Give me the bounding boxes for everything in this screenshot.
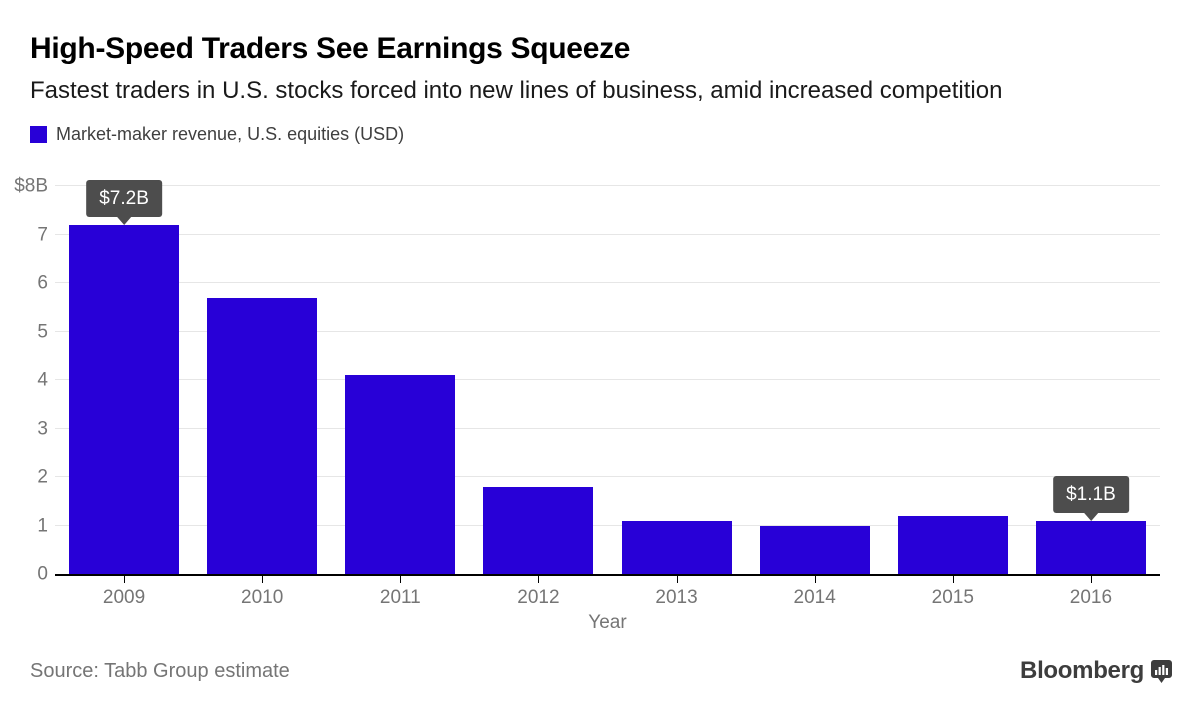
chart-subtitle: Fastest traders in U.S. stocks forced in… — [30, 77, 1003, 104]
bar-2011 — [345, 375, 456, 574]
bar-slot: 2010 — [193, 186, 331, 608]
y-tick-label: 6 — [37, 272, 48, 294]
x-axis-tick — [676, 576, 678, 583]
x-axis-tick — [1090, 576, 1092, 583]
bar-slot: 2013 — [608, 186, 746, 608]
x-axis-tick — [400, 576, 402, 583]
y-tick-label: 3 — [37, 418, 48, 439]
legend-label: Market-maker revenue, U.S. equities (USD… — [56, 124, 405, 144]
bar-2012 — [483, 486, 594, 574]
bars-row: $7.2B 2009 2010 2011 2012 2013 2014 2015 $1.1B 20… — [55, 179, 1160, 608]
value-callout: $1.1B — [1053, 475, 1129, 521]
gridline — [55, 282, 1160, 283]
bloomberg-chart-bubble-icon — [1151, 659, 1172, 683]
plot-area: $7.2B 2009 2010 2011 2012 2013 2014 2015 $1.1B 20… — [55, 179, 1160, 608]
x-axis-tick — [952, 576, 954, 583]
bloomberg-wordmark: Bloomberg — [1020, 657, 1144, 684]
gridline — [55, 524, 1160, 526]
bar-slot: $7.2B 2009 — [55, 179, 193, 608]
bar-slot: $1.1B 2016 — [1022, 186, 1160, 608]
bar-2016: $1.1B — [1035, 475, 1146, 574]
bar-2014 — [759, 525, 870, 574]
legend: Market-maker revenue, U.S. equities (USD… — [30, 124, 404, 145]
y-tick-label: 5 — [37, 321, 48, 342]
source-note: Source: Tabb Group estimate — [30, 660, 290, 682]
bloomberg-logo: Bloomberg — [1020, 657, 1172, 685]
bar-slot: 2015 — [884, 186, 1022, 608]
chart-title: High-Speed Traders See Earnings Squeeze — [30, 32, 631, 65]
bar-slot: 2014 — [746, 186, 884, 608]
y-tick-label: $8B — [14, 175, 48, 197]
x-tick-label: 2016 — [1069, 587, 1113, 608]
y-tick-label: 1 — [37, 515, 48, 536]
bar-2009: $7.2B — [69, 179, 180, 574]
bar-2010 — [207, 297, 318, 574]
y-tick-label: 7 — [37, 224, 48, 245]
gridline — [55, 330, 1160, 332]
bar-slot: 2012 — [469, 186, 607, 608]
bar-2015 — [897, 515, 1008, 574]
x-axis-tick — [262, 576, 264, 583]
gridline — [55, 233, 1160, 235]
y-tick-label: 4 — [37, 369, 48, 391]
bar-slot: 2011 — [331, 186, 469, 608]
x-tick-label: 2015 — [931, 587, 974, 608]
x-tick-label: 2012 — [517, 587, 560, 608]
x-tick-label: 2009 — [102, 587, 146, 608]
x-axis-tick — [538, 576, 540, 583]
y-axis-labels: 0 1 2 3 4 5 6 7 $8B — [0, 177, 48, 584]
x-axis-title: Year — [588, 612, 627, 633]
y-tick-label: 0 — [37, 563, 48, 585]
bar-2013 — [621, 520, 732, 574]
y-tick-label: 2 — [37, 466, 48, 488]
value-callout: $7.2B — [86, 179, 162, 225]
gridline — [55, 476, 1160, 477]
gridline — [55, 427, 1160, 429]
x-axis-tick — [814, 576, 816, 583]
gridline — [55, 379, 1160, 380]
gridline — [55, 185, 1160, 186]
x-tick-label: 2014 — [793, 587, 836, 608]
legend-swatch-icon — [30, 126, 47, 143]
x-tick-label: 2013 — [655, 587, 698, 608]
x-tick-label: 2011 — [379, 587, 421, 608]
x-axis-tick — [124, 576, 126, 583]
x-tick-label: 2010 — [241, 587, 284, 608]
